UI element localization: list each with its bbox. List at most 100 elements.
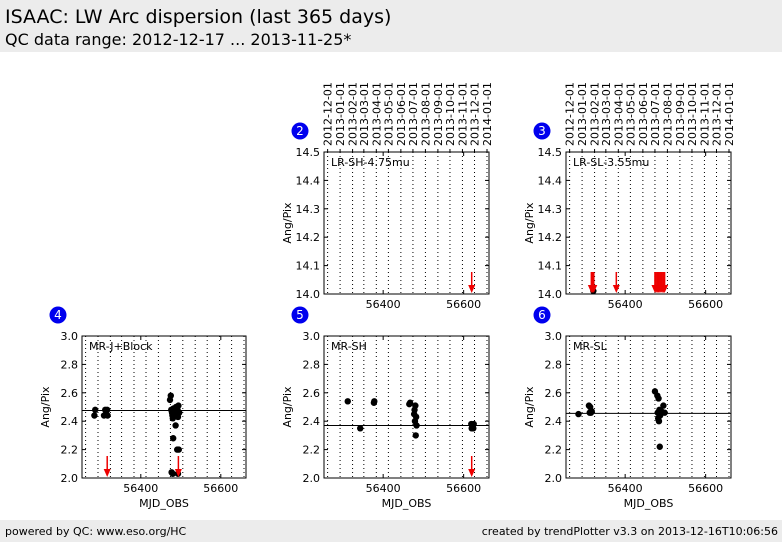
y-tick-label: 2.2 <box>545 444 563 457</box>
y-tick-label: 14.5 <box>296 146 321 159</box>
date-tick-label: 2013-01-01 <box>576 82 589 146</box>
x-tick-label: 56600 <box>688 482 723 495</box>
y-tick-label: 2.4 <box>303 415 321 428</box>
y-tick-label: 14.0 <box>538 288 563 301</box>
data-point <box>656 443 663 450</box>
y-axis-label: Ang/Pix <box>281 202 294 244</box>
y-axis-label: Ang/Pix <box>39 386 52 428</box>
header-bar: ISAAC: LW Arc dispersion (last 365 days)… <box>0 0 782 52</box>
plot-frame <box>565 335 732 479</box>
y-tick-label: 14.3 <box>296 203 321 216</box>
x-tick-label: 56400 <box>608 482 643 495</box>
data-point <box>661 409 668 416</box>
date-tick-label: 2013-07-01 <box>649 82 662 146</box>
data-point <box>175 402 182 409</box>
date-tick-label: 2013-12-01 <box>711 82 724 146</box>
panel-badge <box>291 306 309 324</box>
data-point <box>655 395 662 402</box>
data-point <box>660 402 667 409</box>
x-tick-label: 56600 <box>203 482 238 495</box>
panel-badge <box>291 122 309 140</box>
y-tick-label: 14.4 <box>538 174 563 187</box>
x-tick-label: 56400 <box>366 482 401 495</box>
panel-label: MR-SH <box>331 340 367 353</box>
data-point <box>470 420 477 428</box>
panel-label: LR-SH-4.75mu <box>331 156 410 169</box>
data-point <box>175 446 182 453</box>
y-tick-label: 2.4 <box>545 415 563 428</box>
date-tick-label: 2013-04-01 <box>612 82 625 146</box>
date-tick-label: 2013-10-01 <box>444 82 457 146</box>
data-point <box>92 406 99 414</box>
data-point <box>170 435 177 442</box>
date-tick-label: 2013-09-01 <box>432 82 445 146</box>
date-tick-label: 2012-12-01 <box>322 82 335 146</box>
panel-label: MR-SL <box>573 340 608 353</box>
data-point <box>344 398 351 405</box>
footer-created-by: created by trendPlotter v3.3 on 2013-12-… <box>481 525 778 538</box>
outlier-arrow-head <box>103 469 111 477</box>
y-axis-label: Ang/Pix <box>281 386 294 428</box>
panel-label: MR-J+Block <box>89 340 153 353</box>
date-tick-label: 2013-06-01 <box>395 82 408 146</box>
outlier-arrow-head <box>468 285 476 293</box>
page-subtitle: QC data range: 2012-12-17 ... 2013-11-25… <box>5 30 352 49</box>
outlier-arrow-head <box>590 285 598 293</box>
y-tick-label: 2.0 <box>545 472 563 485</box>
outlier-arrow-head <box>612 285 620 293</box>
y-tick-label: 2.4 <box>61 415 79 428</box>
data-point <box>588 408 595 415</box>
date-tick-label: 2013-03-01 <box>358 82 371 146</box>
date-tick-label: 2013-02-01 <box>589 82 602 146</box>
date-tick-label: 2013-11-01 <box>456 82 469 146</box>
date-tick-label: 2014-01-01 <box>481 82 494 146</box>
date-tick-label: 2013-04-01 <box>370 82 383 146</box>
data-point <box>412 432 419 439</box>
data-point <box>655 418 663 425</box>
data-point <box>104 412 111 419</box>
date-tick-label: 2013-09-01 <box>674 82 687 146</box>
date-tick-label: 2013-03-01 <box>600 82 613 146</box>
plot-frame <box>323 335 490 479</box>
y-tick-label: 2.0 <box>303 472 321 485</box>
y-tick-label: 2.2 <box>303 444 321 457</box>
date-tick-label: 2013-08-01 <box>419 82 432 146</box>
outlier-arrow-head <box>468 469 476 477</box>
data-point <box>172 422 179 429</box>
x-tick-label: 56400 <box>366 298 401 311</box>
y-tick-label: 2.0 <box>61 472 79 485</box>
x-tick-label: 56600 <box>688 298 723 311</box>
data-point <box>575 410 582 418</box>
y-tick-label: 14.2 <box>538 231 563 244</box>
panel-badge-number: 6 <box>538 308 546 322</box>
date-tick-label: 2013-12-01 <box>469 82 482 146</box>
x-tick-label: 56600 <box>446 298 481 311</box>
y-tick-label: 14.3 <box>538 203 563 216</box>
data-point <box>412 402 419 409</box>
x-tick-label: 56600 <box>446 482 481 495</box>
data-point <box>406 399 414 406</box>
panel-badge-number: 4 <box>54 308 62 322</box>
footer-powered-by: powered by QC: www.eso.org/HC <box>5 525 187 538</box>
plot-frame <box>565 151 732 295</box>
panel-badge <box>533 306 551 324</box>
panel-badge <box>49 306 67 324</box>
data-point <box>371 398 378 405</box>
y-tick-label: 2.8 <box>303 358 321 371</box>
date-tick-label: 2013-07-01 <box>407 82 420 146</box>
data-point <box>413 422 420 429</box>
outlier-arrow-head <box>174 469 182 477</box>
y-tick-label: 2.6 <box>545 387 563 400</box>
date-tick-label: 2013-11-01 <box>698 82 711 146</box>
data-point <box>357 425 364 432</box>
outlier-arrow-head <box>661 285 669 293</box>
panel-badge <box>533 122 551 140</box>
y-tick-label: 14.5 <box>538 146 563 159</box>
date-tick-label: 2014-01-01 <box>723 82 736 146</box>
panel-badge-number: 2 <box>296 124 304 138</box>
date-tick-label: 2013-05-01 <box>382 82 395 146</box>
y-tick-label: 3.0 <box>303 330 321 343</box>
y-axis-label: Ang/Pix <box>523 202 536 244</box>
y-tick-label: 2.2 <box>61 444 79 457</box>
